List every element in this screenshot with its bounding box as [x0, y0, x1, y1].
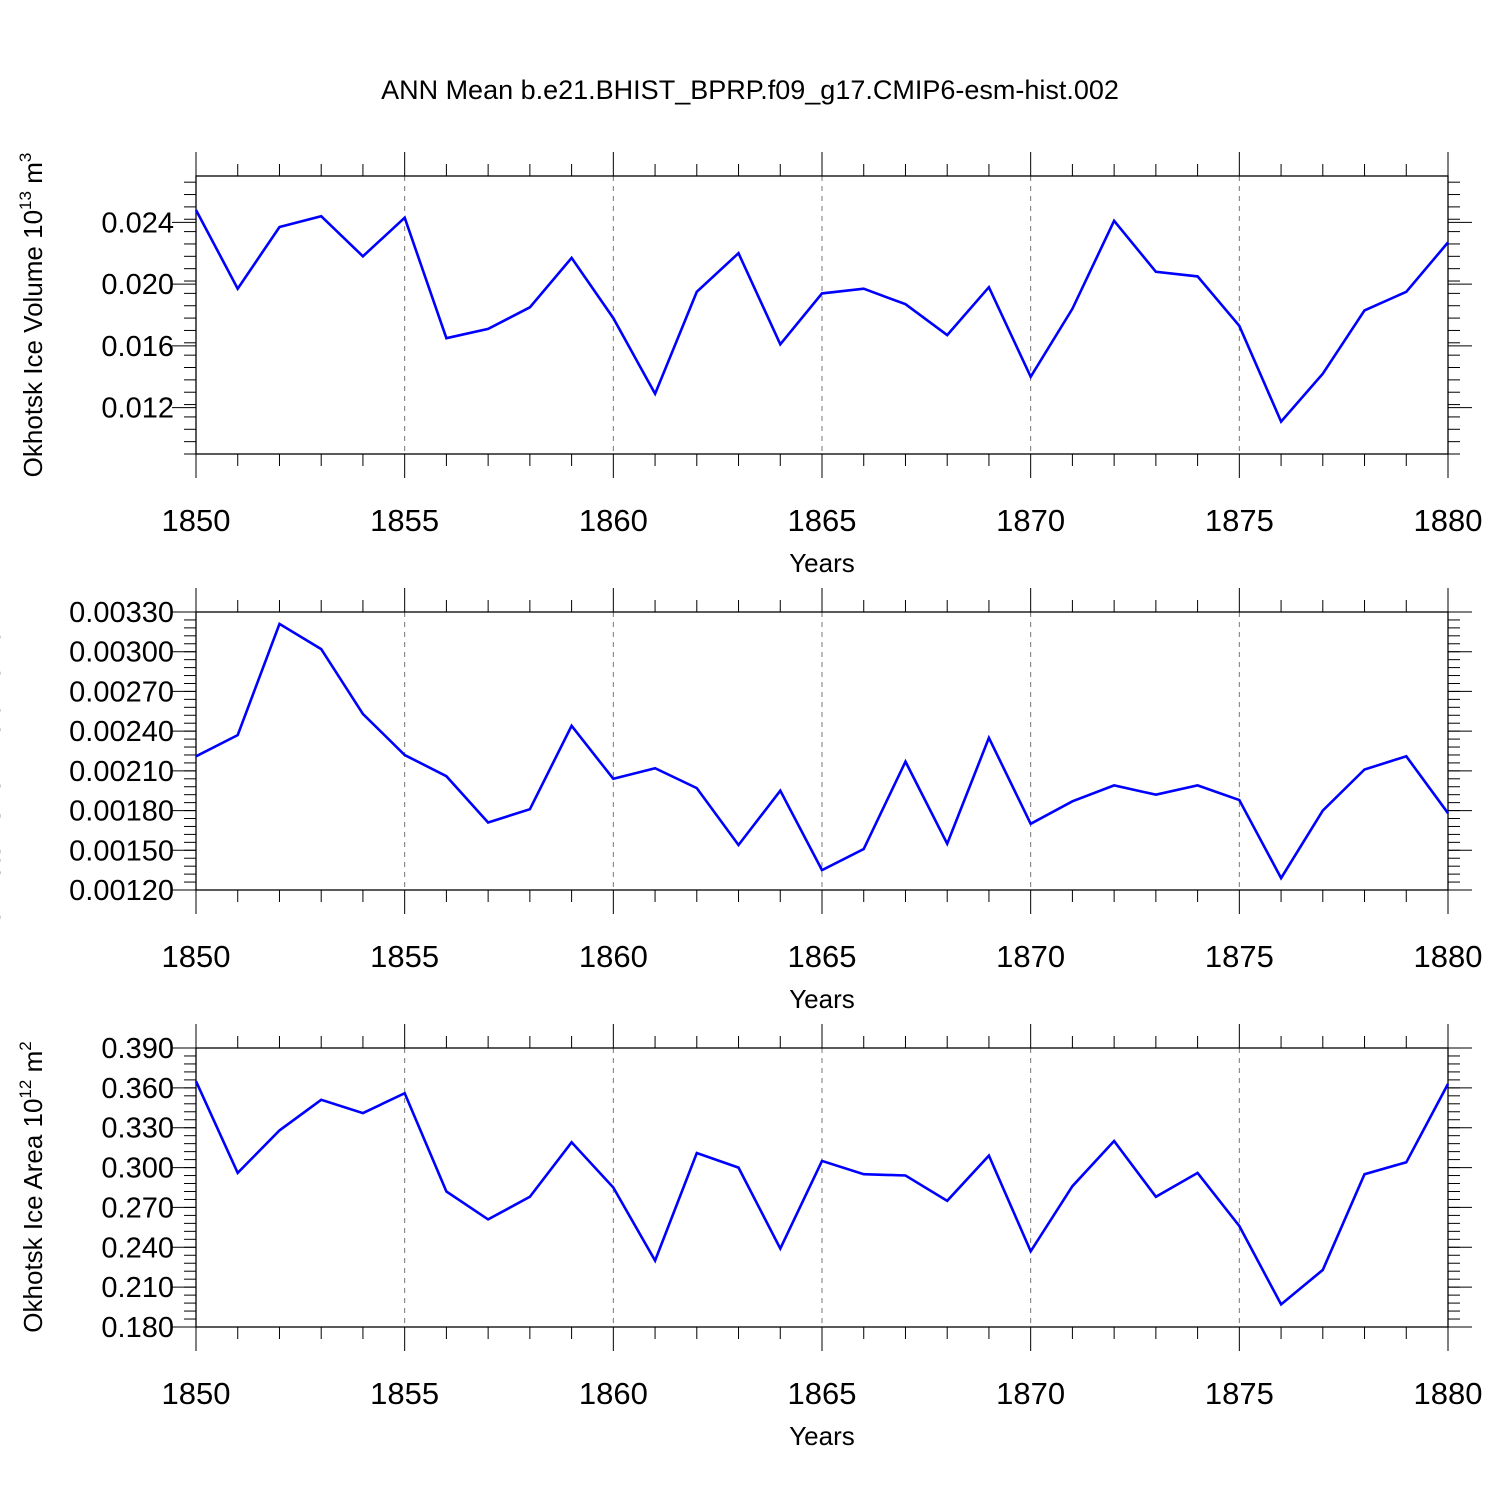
x-tick-label: 1880 [1414, 1376, 1483, 1411]
x-axis-label: Years [789, 984, 855, 1014]
x-tick-label: 1875 [1205, 503, 1274, 538]
x-tick-label: 1880 [1414, 939, 1483, 974]
series-line [194, 209, 1449, 425]
y-tick-label: 0.024 [101, 207, 174, 239]
y-tick-label: 0.330 [101, 1113, 174, 1145]
y-tick-label: 0.00240 [69, 716, 174, 748]
series-line [194, 1080, 1450, 1307]
chart-panel-2: 0.00120 0.00150 0.00180 0.00210 0.00240 0.002… [0, 573, 1483, 1014]
y-tick-label: 0.00180 [69, 796, 174, 828]
x-tick-label: 1870 [996, 939, 1065, 974]
x-tick-label: 1860 [579, 503, 648, 538]
y-tick-label: 0.270 [101, 1192, 174, 1224]
y-tick-label: 0.00210 [69, 756, 174, 788]
chart-panel-3: 0.180 0.210 0.240 0.270 0.300 0.330 0.360 0.390… [16, 1024, 1482, 1451]
x-tick-label: 1855 [370, 1376, 439, 1411]
x-tick-label: 1865 [788, 1376, 857, 1411]
y-tick-label: 0.016 [101, 331, 174, 363]
y-axis-label: Okhotsk Snow Volume 1013 m3 [0, 573, 6, 928]
y-tick-label: 0.180 [101, 1312, 174, 1344]
x-tick-label: 1875 [1205, 1376, 1274, 1411]
x-tick-label: 1855 [370, 503, 439, 538]
x-tick-label: 1860 [579, 939, 648, 974]
series-line [195, 621, 1450, 881]
x-tick-label: 1850 [162, 503, 231, 538]
x-tick-label: 1870 [996, 1376, 1065, 1411]
x-tick-label: 1875 [1205, 939, 1274, 974]
x-tick-label: 1870 [996, 503, 1065, 538]
y-tick-label: 0.240 [101, 1232, 174, 1264]
y-tick-label: 0.360 [101, 1073, 174, 1105]
x-tick-label: 1850 [162, 1376, 231, 1411]
y-tick-label: 0.00270 [69, 676, 174, 708]
y-tick-label: 0.210 [101, 1272, 174, 1304]
y-tick-label: 0.00120 [69, 875, 174, 907]
x-tick-label: 1850 [162, 939, 231, 974]
y-tick-label: 0.300 [101, 1153, 174, 1185]
figure-title: ANN Mean b.e21.BHIST_BPRP.f09_g17.CMIP6-… [381, 75, 1119, 105]
y-tick-label: 0.020 [101, 269, 174, 301]
x-tick-label: 1865 [788, 503, 857, 538]
x-axis-label: Years [789, 548, 855, 578]
x-axis-label: Years [789, 1421, 855, 1451]
x-tick-label: 1865 [788, 939, 857, 974]
y-tick-label: 0.012 [101, 393, 174, 425]
y-tick-label: 0.390 [101, 1033, 174, 1065]
y-tick-label: 0.00300 [69, 637, 174, 669]
x-tick-label: 1855 [370, 939, 439, 974]
y-tick-label: 0.00330 [69, 597, 174, 629]
y-axis-label: Okhotsk Ice Volume 1013 m3 [16, 153, 48, 478]
y-axis-label: Okhotsk Ice Area 1012 m2 [16, 1041, 48, 1332]
chart-panel-1: 0.012 0.016 0.020 0.024 1850 1855 1860 1865 1870… [16, 152, 1482, 578]
x-tick-label: 1860 [579, 1376, 648, 1411]
x-tick-label: 1880 [1414, 503, 1483, 538]
chart-panels: 0.012 0.016 0.020 0.024 1850 1855 1860 1865 1870… [0, 152, 1482, 1451]
y-tick-label: 0.00150 [69, 835, 174, 867]
